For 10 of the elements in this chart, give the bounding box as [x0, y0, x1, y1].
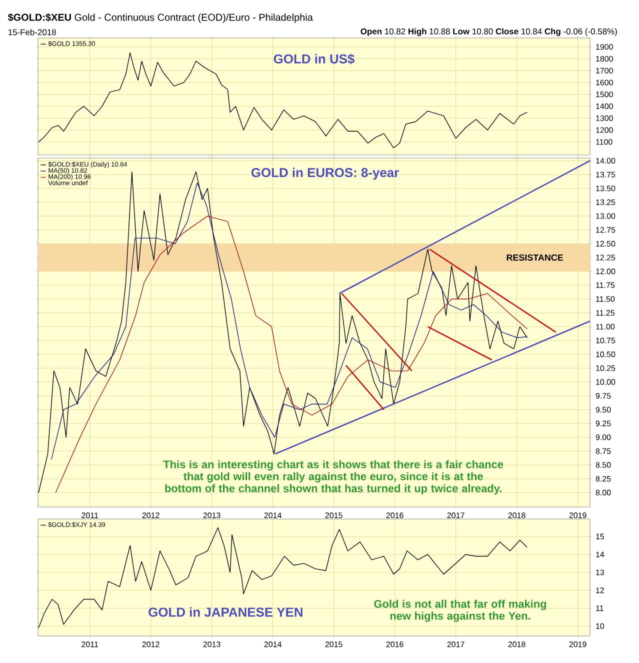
annotation: GOLD in JAPANESE YEN: [148, 607, 302, 617]
band-label: RESISTANCE: [506, 254, 564, 261]
annotation: GOLD in US$: [274, 54, 354, 64]
line-series: [38, 52, 528, 148]
chart-title: $GOLD:$XEU Gold - Continuous Contract (EOD)/Euro - Philadelphia: [8, 13, 313, 23]
chart-subtitle: 15-Feb-2018: [8, 29, 56, 36]
text: Open 10.82 High 10.88 Low 10.80 Close 10.84 Chg -0.06 (-0.58%): [360, 28, 617, 36]
annotation: This is an interesting chart as it shows that there is a fair chance that gold will even rally against the euro, since it is at the bottom of the channel shown that has turned it up twice already.: [163, 460, 504, 494]
annotation: Gold is not all that far off making new highs against the Yen.: [374, 600, 546, 622]
annotation: GOLD in EUROS: 8-year: [251, 168, 399, 180]
